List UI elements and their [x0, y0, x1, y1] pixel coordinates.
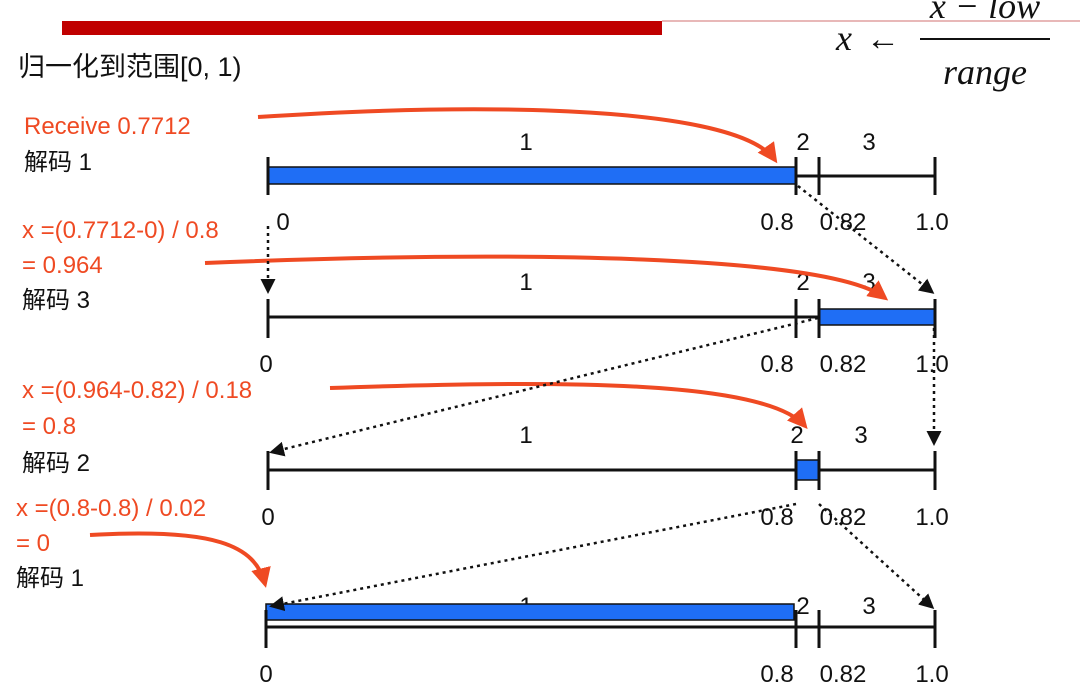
- formula-numerator: x − low: [929, 0, 1040, 26]
- row2-value-arrow: [204, 254, 889, 301]
- row2-step-1: x =(0.7712-0) / 0.8: [22, 217, 219, 244]
- row4-tick-label-0.8: 0.8: [760, 661, 793, 688]
- row1-highlight-segment: [267, 166, 797, 185]
- zoom-arrow-row3-left: [269, 502, 797, 612]
- row4-step-2: = 0: [16, 530, 50, 557]
- row3-tick-label-0.82: 0.82: [820, 504, 867, 531]
- normalize-formula: x ← x − low range: [835, 0, 1050, 92]
- row1-tick-label-0: 0: [276, 209, 289, 236]
- row2-tick-label-0: 0: [259, 351, 272, 378]
- row1-tick-label-1.0: 1.0: [915, 209, 948, 236]
- row3-tick-label-1.0: 1.0: [915, 504, 948, 531]
- row1-decode-label: 解码 1: [24, 149, 92, 176]
- row3-decode-label: 解码 2: [22, 450, 90, 477]
- decode-row-4: x =(0.8-0.8) / 0.02 = 0 解码 1 1 2 3 0 0.8…: [16, 495, 949, 688]
- row2-decode-label: 解码 3: [22, 287, 90, 314]
- row3-tick-label-0.8: 0.8: [760, 504, 793, 531]
- row1-segment-label-3: 3: [862, 129, 875, 156]
- formula-arrow: ←: [866, 21, 900, 58]
- row1-tick-label-0.8: 0.8: [760, 209, 793, 236]
- formula-lhs: x: [835, 18, 852, 58]
- row1-segment-label-2: 2: [796, 129, 809, 156]
- page-title: 归一化到范围[0, 1): [18, 52, 242, 82]
- row2-highlight-segment: [818, 308, 936, 326]
- row4-step-1: x =(0.8-0.8) / 0.02: [16, 495, 206, 522]
- row2-segment-label-1: 1: [519, 269, 532, 296]
- row1-segment-label-1: 1: [519, 129, 532, 156]
- row4-tick-label-0.82: 0.82: [820, 661, 867, 688]
- row4-value-arrow: [89, 531, 271, 588]
- row3-segment-label-2: 2: [790, 422, 803, 449]
- row3-value-arrow: [329, 381, 808, 430]
- row2-tick-label-0.8: 0.8: [760, 351, 793, 378]
- zoom-arrow-row3-right: [818, 503, 935, 610]
- row4-highlight-segment: [265, 603, 795, 621]
- zoom-arrow-row2-left: [269, 316, 819, 457]
- decode-row-1: Receive 0.7712 解码 1 1 2 3 0 0.8 0.82 1.0: [24, 113, 949, 236]
- row1-step-1: Receive 0.7712: [24, 113, 191, 140]
- decode-row-3: x =(0.964-0.82) / 0.18 = 0.8 解码 2 1 2 3 …: [22, 377, 949, 531]
- row3-step-2: = 0.8: [22, 413, 76, 440]
- row3-segment-label-1: 1: [519, 422, 532, 449]
- row4-decode-label: 解码 1: [16, 565, 84, 592]
- row3-tick-label-0: 0: [261, 504, 274, 531]
- row3-highlight-segment: [795, 459, 820, 481]
- row2-tick-label-1.0: 1.0: [915, 351, 948, 378]
- header-accent-bar: [62, 21, 662, 35]
- row4-segment-label-3: 3: [862, 593, 875, 620]
- row4-segment-label-2: 2: [796, 593, 809, 620]
- row2-tick-label-0.82: 0.82: [820, 351, 867, 378]
- formula-denominator: range: [943, 52, 1027, 92]
- decode-row-2: x =(0.7712-0) / 0.8 = 0.964 解码 3 1 2 3 0…: [22, 217, 949, 378]
- row1-value-arrow: [257, 107, 778, 164]
- row4-tick-label-1.0: 1.0: [915, 661, 948, 688]
- row3-step-1: x =(0.964-0.82) / 0.18: [22, 377, 252, 404]
- zoom-arrow-row1-right: [797, 185, 935, 294]
- row2-step-2: = 0.964: [22, 252, 103, 279]
- row4-tick-label-0: 0: [259, 661, 272, 688]
- row3-segment-label-3: 3: [854, 422, 867, 449]
- row2-segment-label-2: 2: [796, 269, 809, 296]
